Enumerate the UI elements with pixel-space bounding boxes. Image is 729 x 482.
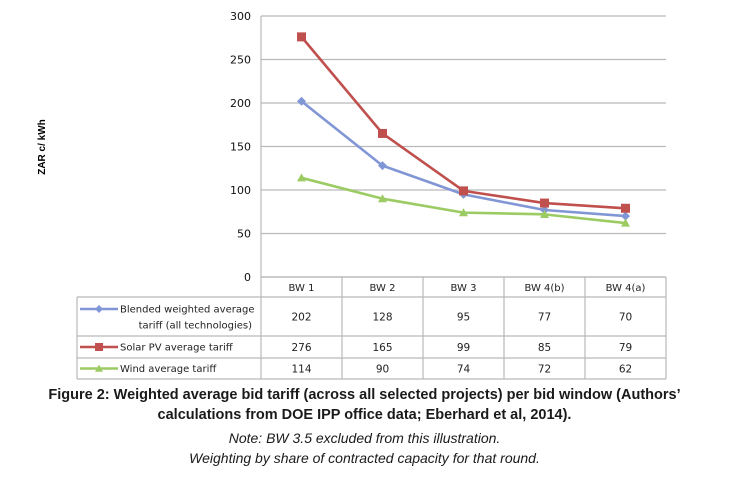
caption-title-line-2: calculations from DOE IPP office data; E… [157,407,572,423]
table-cell-value: 70 [619,312,632,324]
data-point-square [297,32,306,42]
legend-label: tariff (all technologies) [139,321,253,332]
caption-note-line-1: Note: BW 3.5 excluded from this illustra… [228,430,501,446]
y-tick-label: 300 [230,10,251,23]
figure-note: Note: BW 3.5 excluded from this illustra… [0,428,729,468]
y-tick-label: 150 [230,141,251,154]
legend-label: Solar PV average tariff [120,343,234,354]
data-point-diamond [297,96,306,106]
data-point-square [459,186,468,196]
series-lines [297,32,630,227]
x-category-label: BW 3 [451,283,477,294]
data-point-triangle [459,208,468,217]
x-category-label: BW 4(a) [606,283,646,294]
data-point-triangle [297,173,306,182]
data-point-triangle [621,218,630,227]
legend-key-square-icon [95,343,103,351]
legend-label: Blended weighted average [120,305,255,316]
y-tick-label: 250 [230,54,251,67]
series-diamond [297,96,630,221]
y-axis-label: ZAR c/ kWh [37,119,48,175]
table-cell-value: 128 [372,312,392,324]
series-line [300,36,626,210]
caption-note-line-2: Weighting by share of contracted capacit… [189,450,540,466]
y-tick-label: 200 [230,97,251,110]
caption-title-line-1: Figure 2: Weighted average bid tariff (a… [48,387,681,403]
data-point-square [540,198,549,208]
table-row: Blended weighted average tariff (all tech… [80,305,632,332]
y-tick-label: 0 [244,271,251,284]
y-tick-label: 50 [237,228,251,241]
table-cell-value: 114 [291,364,311,376]
data-point-square [621,203,630,213]
series-triangle [297,173,630,227]
table-cell-value: 62 [619,364,632,376]
table-cell-value: 90 [376,364,389,376]
table-cell-value: 74 [457,364,471,376]
series-line [301,176,626,225]
legend-label: Wind average tariff [120,364,217,375]
figure-caption: Figure 2: Weighted average bid tariff (a… [0,385,729,425]
table-cell-value: 202 [291,312,311,324]
data-point-diamond [621,211,630,221]
table-row: Solar PV average tariff 276 165 99 85 79 [80,342,632,354]
data-point-square [378,128,387,138]
x-category-label: BW 1 [289,283,315,294]
table-cell-value: 72 [538,364,551,376]
table-cell-value: 165 [372,342,392,354]
table-cell-value: 85 [538,342,551,354]
gridlines: 0 50 100 150 200 250 300 [230,10,666,284]
table-cell-value: 79 [619,342,632,354]
legend-key-triangle-icon [95,364,103,372]
y-tick-label: 100 [230,184,251,197]
table-cell-value: 95 [457,312,470,324]
data-point-triangle [378,194,387,203]
series-line [300,100,626,218]
table-cell-value: 99 [457,342,470,354]
table-cell-value: 276 [291,342,311,354]
data-point-diamond [378,161,387,171]
data-point-triangle [540,209,549,218]
x-category-label: BW 4(b) [524,283,564,294]
data-table: BW 1 BW 2 BW 3 BW 4(b) BW 4(a) Blended weight… [76,276,667,380]
table-row: Wind average tariff 114 90 74 72 62 [80,364,632,376]
series-square [297,32,630,213]
legend-key-diamond-icon [95,305,103,313]
x-category-label: BW 2 [370,283,396,294]
table-cell-value: 77 [538,312,551,324]
